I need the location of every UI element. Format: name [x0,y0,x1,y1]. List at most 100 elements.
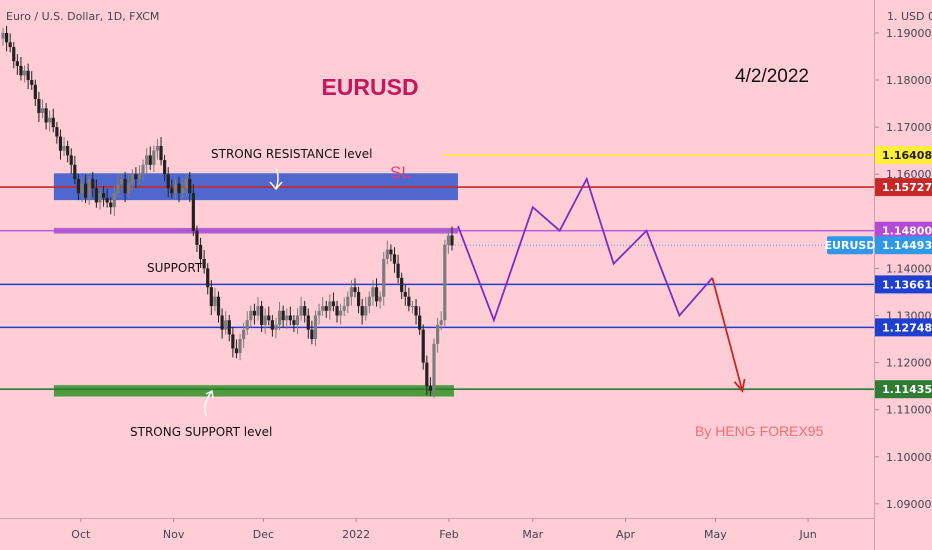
candle-body [321,306,325,311]
candle [55,121,59,144]
candle [8,33,12,53]
candle-body [310,329,314,340]
candle [428,377,433,397]
price-label-text: 1.15727 [882,181,932,194]
candle-body [123,178,127,194]
chart-date: 4/2/2022 [735,66,809,87]
candle [26,63,30,90]
candle-body [356,291,361,307]
candle [245,311,249,335]
price-label-strong-support[interactable] [875,380,932,399]
y-tick-label: 1.10000 [886,451,932,464]
x-tick-label: Feb [439,528,458,541]
candle [274,317,278,339]
candle [371,280,375,306]
candle-body [410,306,415,308]
candle [432,338,436,398]
candle-body [443,244,447,321]
candle-body [51,117,55,128]
candle [364,297,368,321]
support-arrow [204,390,213,417]
sl-label: SL [390,163,411,182]
candle [148,146,152,170]
candle [163,154,167,182]
candle-body [33,84,37,99]
price-label-support[interactable] [875,275,932,294]
candle [66,140,70,163]
candle-body [428,386,433,391]
candle-body [335,306,339,316]
candle-body [44,108,48,123]
candle [321,297,325,316]
candle [76,173,81,201]
candle-body [22,70,27,76]
candle-body [234,348,239,354]
candle-body [180,188,185,194]
candle-body [8,42,12,48]
strong-support-zone[interactable] [53,385,454,397]
candle [87,173,91,205]
candle-body [145,155,149,165]
candle [80,176,84,203]
candle [385,240,389,265]
x-tick-label: Mar [522,528,543,541]
candle [378,291,382,309]
price-label-strong-resistance[interactable] [875,178,932,197]
candle-body [137,174,142,179]
candle [191,184,195,236]
candle [152,145,156,172]
candle-body [367,296,371,307]
candle [356,286,361,314]
candle-body [213,296,217,307]
candle-body [202,259,206,269]
candle [94,179,98,208]
candle-body [188,178,192,194]
y-tick-label: 1.11000 [886,404,932,417]
candle-body [263,315,267,325]
price-label-SL[interactable] [875,146,932,165]
candle [407,287,411,312]
candle-body [163,160,167,175]
candle-body [285,315,289,321]
candle-body [342,306,346,311]
candle [249,305,253,328]
candle-body [317,310,321,316]
candle-body [249,310,253,321]
price-label-support-2[interactable] [875,318,932,337]
candle [213,287,217,312]
candle-body [119,178,124,184]
candle [277,301,282,331]
candle [44,103,48,130]
symbol-tag-text: EURUSD [825,239,876,252]
candle-body [421,329,425,363]
last-price-text: 1.14493 [882,239,932,252]
candle-body [303,306,307,316]
x-tick-label: Dec [253,528,274,541]
last-price-label[interactable] [875,236,932,255]
candle-body [141,164,145,175]
candle [19,56,23,81]
axis-currency-label[interactable]: 1. USD 0 [887,10,932,23]
candle-body [191,193,195,231]
y-tick-label: 1.17000 [886,121,932,134]
candle [303,300,307,323]
candle [242,322,246,349]
candle-body [112,193,116,208]
candle-body [288,315,292,321]
candle [69,148,73,174]
candle [4,25,9,52]
candle-body [166,174,170,189]
candle [173,178,177,201]
candle [295,308,300,334]
candle-body [209,287,213,307]
symbol-tag[interactable] [827,236,873,255]
candle [220,308,224,339]
candle-body [382,259,386,297]
candle-body [127,183,131,194]
candle [123,171,127,203]
candle-body [242,329,246,340]
price-label-resistance[interactable] [875,221,932,240]
candle-body [15,61,19,66]
candle [306,308,310,339]
